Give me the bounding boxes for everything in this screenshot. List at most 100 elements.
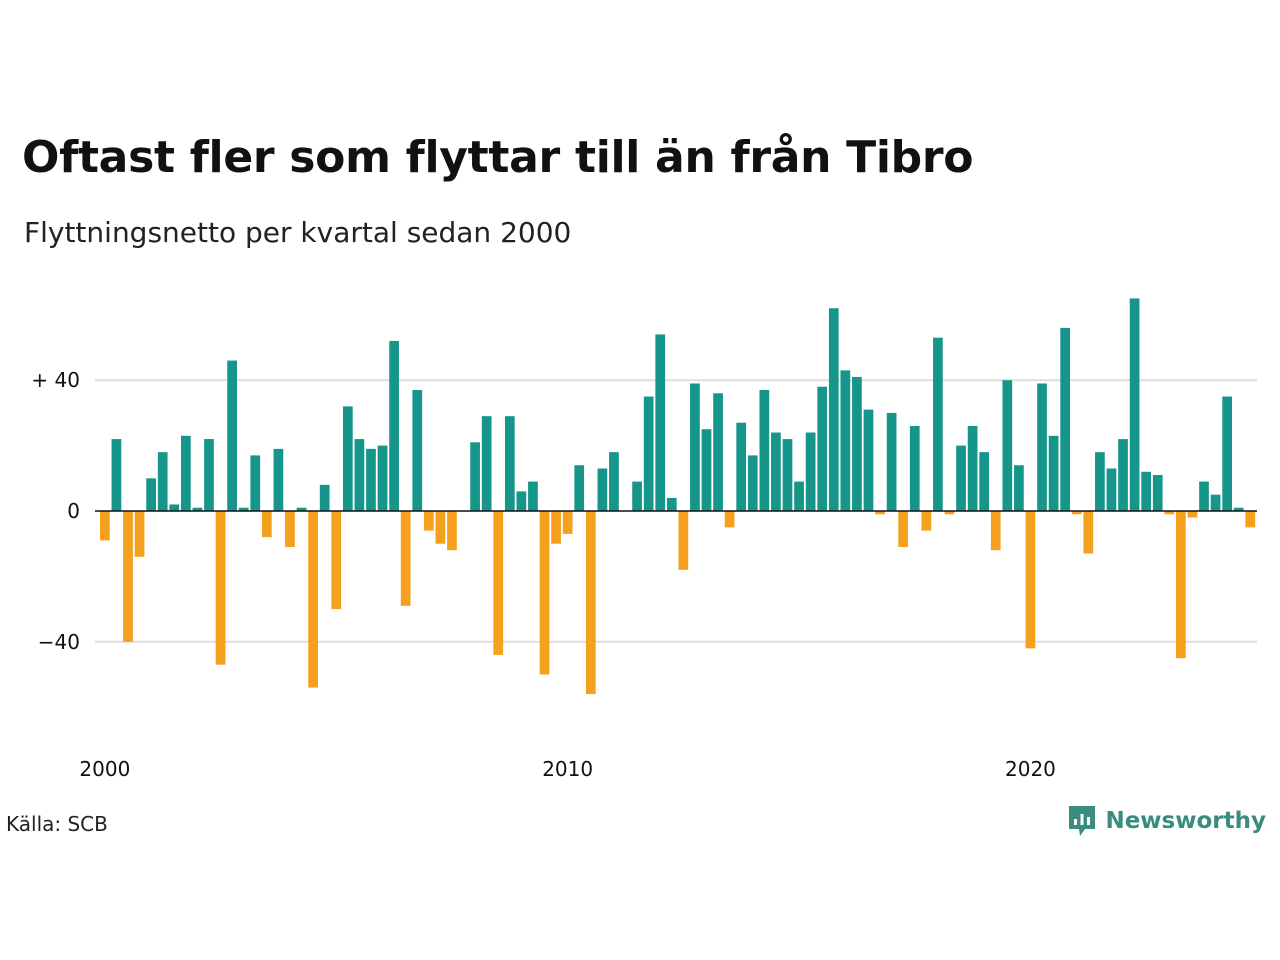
- bar: [1210, 494, 1221, 511]
- bar: [528, 481, 538, 511]
- bar: [990, 511, 1001, 551]
- bar: [1048, 435, 1059, 511]
- bar: [100, 511, 110, 541]
- bar: [551, 511, 561, 544]
- bar: [123, 511, 133, 642]
- bar: [863, 409, 874, 511]
- bar: [192, 507, 203, 511]
- bar: [736, 422, 747, 511]
- bar: [180, 435, 191, 511]
- bar: [632, 481, 642, 511]
- brand-logo: Newsworthy: [1067, 804, 1266, 838]
- bar: [1129, 298, 1140, 511]
- bar: [157, 452, 168, 511]
- newsworthy-logo-icon: [1069, 806, 1096, 836]
- bar: [805, 432, 816, 511]
- bar: [319, 484, 330, 511]
- bar: [377, 445, 388, 511]
- bar: [713, 393, 723, 511]
- bar: [400, 511, 411, 606]
- bar: [562, 511, 573, 534]
- bar: [1083, 511, 1094, 554]
- bar: [701, 429, 712, 511]
- bar: [1141, 471, 1152, 511]
- bar: [666, 497, 677, 511]
- bar: [1245, 511, 1256, 528]
- bar: [1095, 452, 1105, 511]
- bar: [921, 511, 932, 531]
- bar: [1118, 439, 1128, 511]
- bar: [1152, 475, 1163, 511]
- bar: [909, 425, 920, 511]
- bar: [539, 511, 550, 675]
- bar: [771, 432, 781, 511]
- bar: [794, 481, 804, 511]
- bar: [285, 511, 295, 547]
- bar: [875, 511, 885, 515]
- y-tick-label: −40: [38, 630, 80, 654]
- bar: [308, 511, 318, 688]
- chart-subtitle: Flyttningsnetto per kvartal sedan 2000: [24, 216, 572, 249]
- bar: [886, 412, 897, 511]
- bar: [597, 468, 608, 511]
- bar: [944, 511, 955, 515]
- bar: [169, 504, 180, 511]
- bar: [852, 376, 862, 511]
- x-tick-label: 2000: [79, 757, 130, 781]
- bar: [1037, 383, 1047, 511]
- bar: [366, 448, 376, 511]
- bar: [1164, 511, 1175, 515]
- bar: [643, 396, 654, 511]
- y-tick-label: 0: [67, 499, 80, 523]
- bar: [261, 511, 272, 538]
- bar: [389, 340, 399, 511]
- bar: [134, 511, 145, 557]
- bar: [1187, 511, 1198, 518]
- bar: [1222, 396, 1233, 511]
- bar: [1106, 468, 1117, 511]
- bar: [516, 491, 527, 511]
- bar: [678, 511, 689, 570]
- x-tick-label: 2010: [542, 757, 593, 781]
- bar: [250, 455, 261, 511]
- brand-name: Newsworthy: [1105, 808, 1266, 834]
- bar: [898, 511, 909, 547]
- bar: [724, 511, 735, 528]
- bar: [574, 465, 585, 511]
- bar: [111, 439, 122, 511]
- bar: [342, 406, 353, 511]
- chart-title: Oftast fler som flyttar till än från Tib…: [22, 132, 974, 183]
- bar: [146, 478, 156, 511]
- bar: [227, 360, 237, 511]
- x-tick-label: 2020: [1005, 757, 1056, 781]
- axes: + 40 0 −40 2000 2010 2020: [31, 368, 1257, 781]
- bar: [435, 511, 446, 544]
- bar: [967, 425, 978, 511]
- bar: [782, 439, 793, 511]
- bar: [956, 445, 966, 511]
- bar: [817, 386, 828, 511]
- bar: [412, 390, 423, 511]
- bar: [354, 439, 365, 511]
- bar: [1176, 511, 1186, 659]
- bar: [840, 370, 851, 511]
- bar: [828, 308, 839, 511]
- bar: [747, 455, 758, 511]
- bar: [979, 452, 990, 511]
- bar: [1002, 380, 1013, 511]
- bar: [1233, 507, 1244, 511]
- bar: [1025, 511, 1036, 649]
- bar: [1071, 511, 1082, 515]
- y-tick-label: + 40: [31, 368, 80, 392]
- bar: [655, 334, 666, 511]
- bar: [273, 448, 284, 511]
- bar: [481, 416, 492, 511]
- bar: [933, 337, 943, 511]
- bar: [423, 511, 434, 531]
- bar: [447, 511, 457, 551]
- bar: [1014, 465, 1024, 511]
- bar-chart: + 40 0 −40 2000 2010 2020: [31, 298, 1257, 781]
- bar: [493, 511, 504, 655]
- bar: [470, 442, 480, 511]
- source-note: Källa: SCB: [6, 812, 108, 836]
